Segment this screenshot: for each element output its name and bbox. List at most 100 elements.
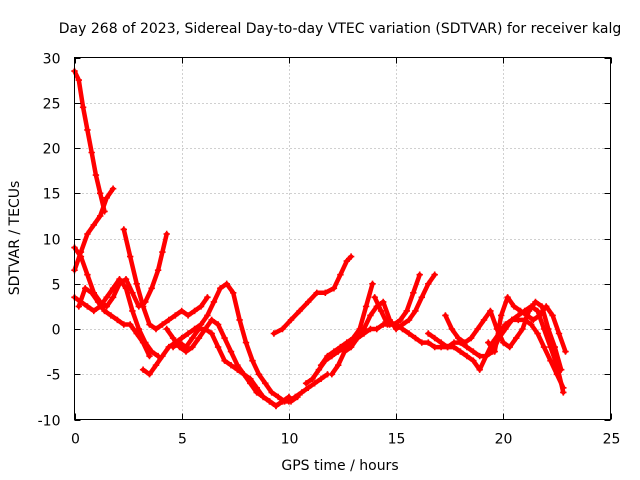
- data-point-marker: [139, 339, 147, 346]
- data-point-marker: [236, 316, 243, 324]
- data-point-marker: [403, 307, 410, 315]
- data-point-marker: [510, 303, 518, 310]
- data-point-marker: [467, 334, 475, 342]
- data-point-marker: [530, 316, 537, 324]
- data-point-marker: [208, 330, 215, 337]
- data-point-marker: [418, 294, 425, 301]
- data-point-marker: [262, 380, 269, 387]
- y-tick-label: 5: [52, 278, 61, 294]
- data-point-marker: [373, 325, 380, 333]
- data-point-marker: [178, 307, 185, 315]
- data-point-marker: [302, 380, 310, 387]
- data-point-marker: [240, 371, 248, 378]
- data-point-marker: [197, 321, 205, 328]
- data-point-marker: [416, 271, 423, 278]
- data-point-marker: [127, 253, 134, 260]
- data-point-marker: [97, 212, 104, 220]
- data-point-marker: [515, 312, 522, 319]
- y-tick-label: 20: [43, 142, 61, 158]
- data-point-marker: [221, 334, 228, 342]
- data-point-marker: [176, 339, 183, 346]
- data-point-marker: [380, 298, 387, 306]
- data-point-marker: [463, 352, 471, 360]
- data-point-marker: [491, 348, 498, 355]
- data-point-marker: [82, 285, 89, 292]
- data-point-marker: [555, 330, 563, 337]
- data-point-marker: [227, 362, 235, 369]
- data-point-marker: [347, 343, 355, 351]
- data-point-marker: [172, 312, 179, 319]
- data-point-marker: [431, 343, 438, 351]
- series-sat-l: [328, 271, 438, 378]
- data-point-marker: [285, 393, 293, 401]
- data-point-marker: [343, 339, 350, 346]
- data-point-marker: [169, 334, 177, 342]
- data-point-marker: [532, 298, 539, 306]
- data-point-marker: [412, 307, 419, 315]
- data-point-marker: [485, 339, 492, 346]
- data-point-marker: [88, 289, 95, 296]
- data-point-marker: [230, 289, 237, 296]
- data-point-marker: [77, 253, 85, 260]
- data-point-marker: [330, 348, 338, 355]
- data-point-marker: [159, 321, 166, 328]
- data-point-marker: [279, 325, 286, 333]
- axis-ticks: [74, 57, 612, 421]
- data-point-marker: [341, 348, 348, 355]
- data-point-marker: [487, 307, 494, 315]
- chart-title: Day 268 of 2023, Sidereal Day-to-day VTE…: [59, 21, 621, 37]
- data-point-marker: [260, 393, 267, 401]
- data-point-marker: [335, 362, 342, 369]
- x-tick-label: 5: [178, 432, 187, 448]
- data-point-marker: [178, 334, 185, 342]
- y-tick-label: 30: [43, 52, 61, 68]
- data-point-marker: [356, 325, 363, 333]
- data-point-marker: [305, 298, 312, 306]
- data-point-marker: [103, 303, 110, 310]
- data-point-marker: [384, 321, 391, 328]
- data-point-marker: [195, 325, 203, 333]
- series-sat-i: [169, 325, 293, 410]
- data-point-marker: [163, 325, 170, 333]
- data-point-marker: [317, 375, 325, 382]
- data-point-marker: [84, 230, 91, 238]
- data-point-marker: [513, 334, 520, 342]
- data-point-marker: [97, 190, 104, 197]
- data-point-marker: [129, 289, 136, 296]
- x-tick-label: 15: [388, 432, 406, 448]
- series-sat-e: [75, 285, 153, 360]
- data-point-marker: [122, 285, 130, 292]
- data-point-marker: [223, 280, 230, 287]
- data-point-marker: [482, 352, 490, 360]
- data-point-marker: [202, 325, 209, 333]
- data-point-marker: [191, 307, 198, 315]
- data-point-marker: [214, 321, 222, 328]
- data-point-marker: [562, 348, 569, 355]
- data-point-marker: [120, 226, 127, 233]
- data-point-marker: [502, 321, 509, 328]
- data-point-marker: [154, 267, 162, 274]
- x-tick-label: 0: [71, 432, 80, 448]
- data-point-marker: [204, 294, 211, 301]
- data-point-marker: [133, 280, 140, 287]
- data-point-marker: [79, 104, 87, 111]
- data-point-marker: [139, 303, 147, 310]
- data-point-marker: [165, 316, 172, 324]
- data-point-marker: [75, 76, 82, 84]
- data-point-marker: [298, 389, 305, 396]
- data-point-marker: [498, 312, 505, 319]
- data-point-marker: [127, 321, 134, 328]
- data-point-marker: [448, 325, 455, 333]
- data-point-marker: [84, 126, 91, 134]
- data-point-marker: [362, 303, 370, 310]
- data-point-marker: [270, 330, 278, 337]
- y-tick-label: 25: [43, 97, 61, 113]
- data-point-marker: [120, 321, 127, 328]
- data-point-marker: [268, 389, 275, 396]
- data-point-marker: [405, 316, 413, 324]
- data-point-marker: [371, 294, 378, 301]
- data-point-marker: [182, 343, 190, 351]
- data-point-marker: [367, 312, 374, 319]
- data-point-marker: [227, 348, 235, 355]
